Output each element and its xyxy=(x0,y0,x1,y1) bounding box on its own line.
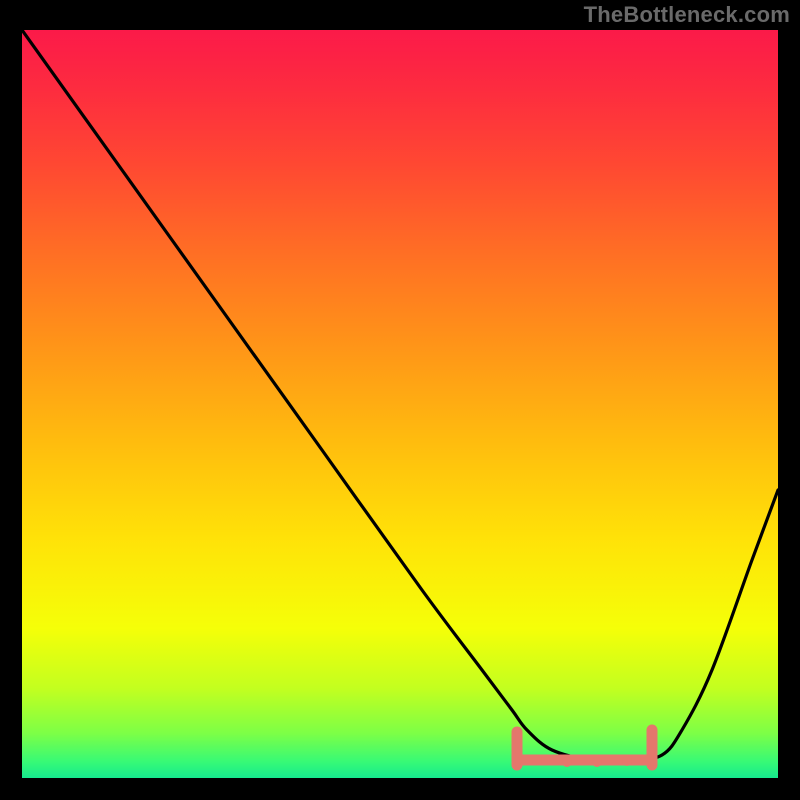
watermark-text: TheBottleneck.com xyxy=(584,2,790,28)
chart-frame: TheBottleneck.com xyxy=(0,0,800,800)
bottleneck-curve-chart xyxy=(22,30,778,778)
gradient-background xyxy=(22,30,778,778)
plot-area xyxy=(22,30,778,778)
